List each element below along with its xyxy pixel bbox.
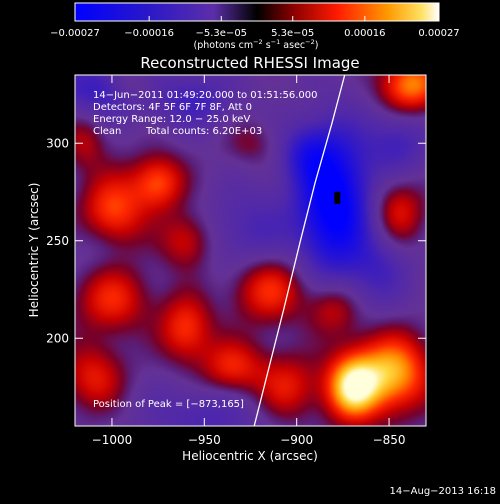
x-tick-label: −950 (188, 433, 221, 447)
y-axis-label: Heliocentric Y (arcsec) (27, 183, 41, 318)
axis-ticks: −1000 −950 −900 −850 200 250 300 (46, 75, 426, 447)
y-tick-label: 300 (46, 136, 69, 150)
x-tick-label: −850 (373, 433, 406, 447)
colorbar-tick-label: −0.00016 (124, 28, 174, 39)
colorbar-tick-label: 5.3e−05 (271, 28, 314, 39)
colorbar-tick-label: −0.00027 (50, 28, 100, 39)
annotation-total-counts: Total counts: 6.20E+03 (145, 126, 262, 137)
colorbar-tick-label: −5.3e−05 (196, 28, 248, 39)
annotation-detectors: Detectors: 4F 5F 6F 7F 8F, Att 0 (93, 102, 252, 113)
colorbar (74, 2, 440, 22)
x-tick-label: −900 (280, 433, 313, 447)
minimum-marker (334, 191, 341, 204)
y-tick-label: 200 (46, 331, 69, 345)
annotation-time-range: 14−Jun−2011 01:49:20.000 to 01:51:56.000 (93, 90, 318, 101)
y-tick-label: 250 (46, 234, 69, 248)
plot-frame (74, 74, 427, 427)
annotation-energy: Energy Range: 12.0 − 25.0 keV (93, 114, 250, 125)
annotation-peak: Position of Peak = [−873,165] (93, 399, 244, 410)
colorbar-tick-label: 0.00016 (344, 28, 385, 39)
colorbar-tick-label: 0.00027 (418, 28, 459, 39)
x-axis-label: Heliocentric X (arcsec) (182, 449, 318, 463)
x-tick-label: −1000 (92, 433, 133, 447)
footer-date: 14−Aug−2013 16:18 (390, 486, 496, 497)
colorbar-ticks: −0.00027 −0.00016 −5.3e−05 5.3e−05 0.00016 0.… (50, 16, 460, 39)
heatmap-image (75, 75, 426, 426)
colorbar-units: (photons cm−2 s−1 asec−2) (194, 38, 319, 51)
chart-title: Reconstructed RHESSI Image (140, 54, 359, 72)
annotation-method: Clean (93, 126, 121, 137)
solar-limb-line (253, 75, 346, 426)
